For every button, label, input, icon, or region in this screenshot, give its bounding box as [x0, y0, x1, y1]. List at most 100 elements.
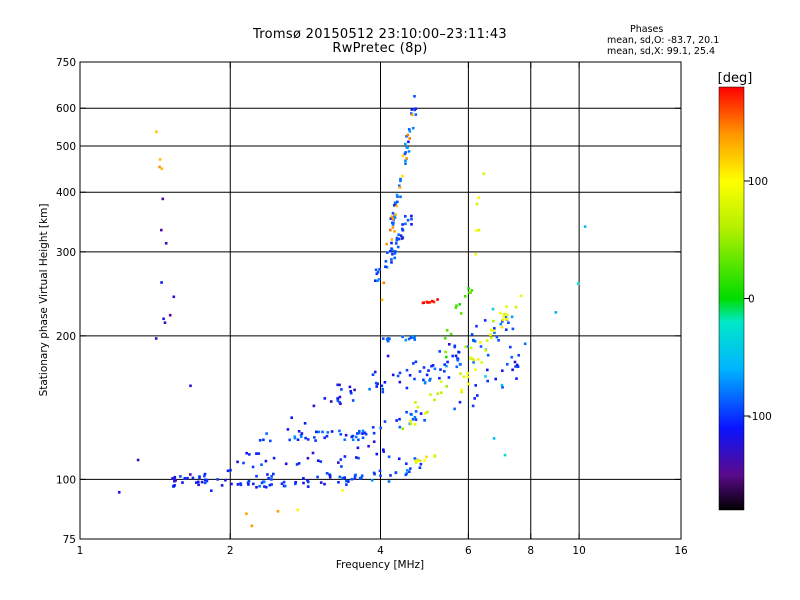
echo-point	[413, 338, 416, 341]
colorbar-tick-label: 100	[748, 176, 768, 188]
echo-point	[323, 436, 326, 440]
echo-point	[472, 361, 475, 364]
echo-point	[436, 392, 440, 395]
echo-point	[513, 360, 517, 364]
echo-point	[410, 217, 413, 221]
echo-point	[361, 432, 364, 435]
echo-point	[509, 345, 512, 349]
echo-point	[401, 223, 404, 226]
y-tick-label: 300	[56, 247, 76, 259]
echo-point	[349, 391, 353, 395]
phase-stats-title: Phases	[630, 24, 664, 35]
echo-point	[419, 412, 423, 415]
echo-point	[381, 387, 384, 391]
echo-point	[293, 435, 297, 438]
echo-point	[490, 328, 493, 332]
echo-point	[391, 217, 395, 220]
echo-point	[500, 383, 504, 387]
echo-point	[445, 329, 449, 332]
echo-point	[411, 418, 415, 421]
echo-point	[357, 438, 360, 442]
echo-point	[155, 130, 158, 134]
axis-ticks: 1 2 4 6 8 10 16 75 100 200 300 400 500 600 750	[56, 57, 688, 557]
echo-point	[458, 362, 462, 366]
echo-point	[336, 397, 340, 401]
echo-point	[515, 363, 519, 367]
echo-point	[270, 478, 273, 481]
echo-point	[252, 482, 255, 486]
echo-point	[203, 481, 207, 485]
echo-point	[466, 375, 470, 379]
echo-point	[467, 382, 470, 386]
echo-point	[343, 455, 347, 458]
echo-point	[270, 475, 273, 478]
echo-point	[339, 402, 342, 406]
echo-point	[302, 477, 305, 480]
echo-point	[394, 203, 397, 206]
echo-point	[163, 321, 167, 324]
echo-point	[426, 410, 429, 414]
echo-point	[300, 432, 304, 435]
echo-point	[468, 291, 471, 294]
echo-point	[257, 452, 261, 455]
echo-point	[336, 383, 339, 387]
echo-point	[389, 474, 392, 477]
echo-point	[455, 365, 459, 369]
echo-point	[399, 234, 403, 237]
echo-point	[510, 355, 513, 359]
echo-point	[413, 95, 416, 98]
echo-point	[339, 433, 343, 436]
echo-point	[389, 217, 393, 220]
echo-point	[339, 458, 343, 461]
echo-point	[511, 327, 515, 331]
echo-point	[264, 485, 268, 489]
echo-point	[405, 410, 408, 414]
echo-point	[391, 249, 394, 252]
echo-point	[436, 298, 439, 301]
echo-point	[337, 481, 340, 484]
echo-point	[428, 379, 431, 382]
echo-point	[183, 477, 187, 480]
echo-point	[255, 474, 258, 478]
echo-point	[395, 204, 398, 208]
echo-point	[319, 460, 323, 463]
echo-point	[494, 377, 497, 381]
echo-point	[328, 474, 332, 477]
echo-point	[410, 214, 413, 218]
echo-point	[189, 473, 192, 476]
echo-point	[380, 384, 384, 388]
echo-point	[415, 461, 418, 464]
echo-point	[404, 338, 408, 342]
echo-point	[304, 436, 307, 440]
echo-point	[340, 465, 343, 468]
echo-point	[376, 382, 379, 386]
echo-point	[160, 228, 163, 232]
echo-point	[439, 368, 442, 371]
echo-point	[398, 417, 401, 421]
echo-point	[263, 485, 266, 488]
echo-point	[367, 444, 370, 448]
echo-point	[505, 305, 508, 308]
echo-point	[394, 250, 397, 253]
echo-point	[408, 130, 412, 133]
echo-point	[403, 152, 407, 156]
echo-point	[474, 384, 477, 387]
echo-point	[554, 311, 558, 314]
echo-point	[404, 473, 408, 477]
echo-point	[386, 251, 389, 254]
echo-point	[203, 478, 207, 482]
echo-point	[374, 279, 377, 282]
echo-point	[429, 377, 432, 381]
echo-point	[414, 113, 418, 116]
echo-point	[262, 438, 265, 442]
echo-point	[379, 426, 383, 430]
echo-point	[412, 362, 415, 365]
echo-point	[294, 481, 297, 484]
echo-point	[418, 370, 422, 373]
echo-point	[117, 491, 121, 494]
echo-point	[220, 484, 224, 487]
echo-point	[414, 418, 418, 421]
chart-subtitle: RwPretec (8p)	[332, 41, 428, 56]
echo-point	[195, 481, 198, 484]
echo-point	[379, 474, 382, 478]
